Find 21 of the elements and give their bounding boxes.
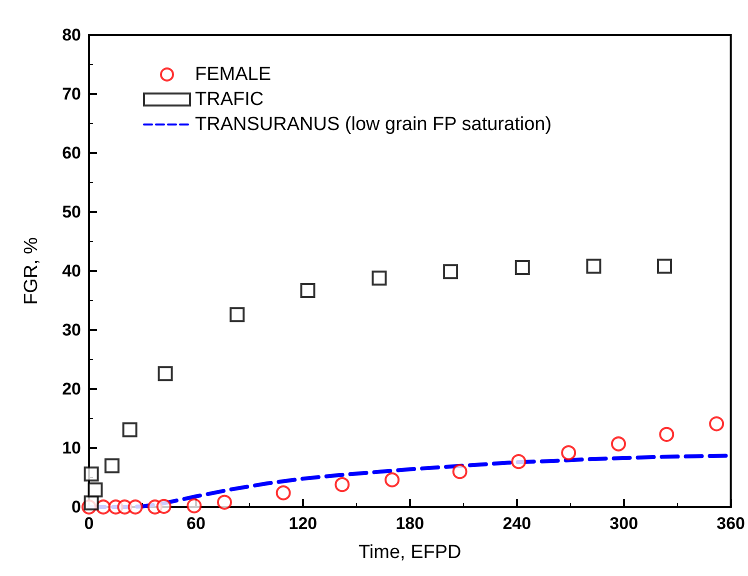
y-tick-label: 30 — [62, 320, 81, 340]
x-tick-label: 60 — [186, 514, 206, 533]
legend-label: TRAFIC — [195, 89, 264, 110]
legend-label: FEMALE — [195, 64, 272, 85]
y-tick-label: 10 — [62, 438, 81, 458]
y-tick-label: 0 — [72, 498, 81, 516]
x-tick-label: 240 — [502, 514, 532, 533]
x-tick-label: 120 — [288, 514, 318, 533]
x-tick-label: 0 — [84, 514, 94, 533]
y-tick-label: 40 — [62, 262, 81, 280]
x-axis-title: Time, EFPD — [358, 542, 462, 563]
y-tick-label: 80 — [62, 26, 81, 44]
y-tick-label: 70 — [62, 84, 81, 104]
y-tick-label: 20 — [62, 380, 81, 398]
legend-label: TRANSURANUS (low grain FP saturation) — [195, 114, 552, 135]
x-tick-label: 180 — [396, 514, 424, 533]
y-tick-label: 60 — [62, 144, 81, 162]
y-tick-label: 50 — [62, 202, 81, 222]
x-tick-label: 300 — [610, 514, 638, 533]
y-axis-title: FGR, % — [21, 237, 42, 305]
x-tick-label: 360 — [716, 514, 746, 533]
